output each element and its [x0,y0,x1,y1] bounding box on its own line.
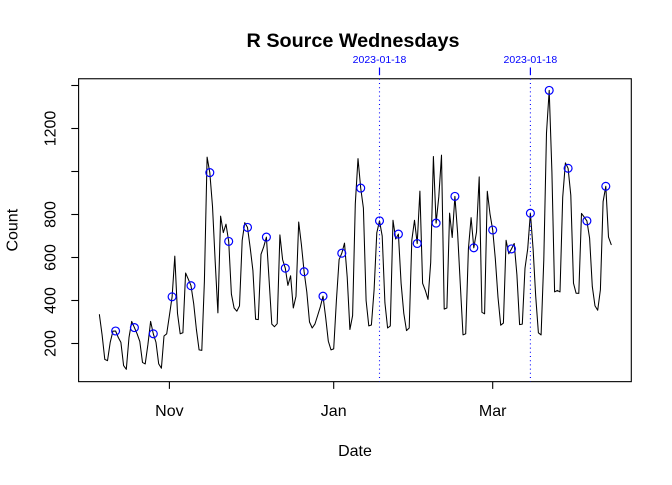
svg-text:Mar: Mar [479,403,507,420]
svg-text:Jan: Jan [321,403,347,420]
svg-text:200: 200 [43,330,60,357]
svg-text:Count: Count [5,208,22,251]
svg-text:400: 400 [43,287,60,314]
svg-text:2023-01-18: 2023-01-18 [504,54,558,66]
svg-text:Date: Date [338,443,372,460]
svg-text:Nov: Nov [155,403,183,420]
svg-text:800: 800 [43,201,60,228]
svg-text:1200: 1200 [43,111,60,147]
svg-text:600: 600 [43,244,60,271]
svg-text:2023-01-18: 2023-01-18 [353,54,407,66]
svg-text:R Source Wednesdays: R Source Wednesdays [247,30,460,52]
